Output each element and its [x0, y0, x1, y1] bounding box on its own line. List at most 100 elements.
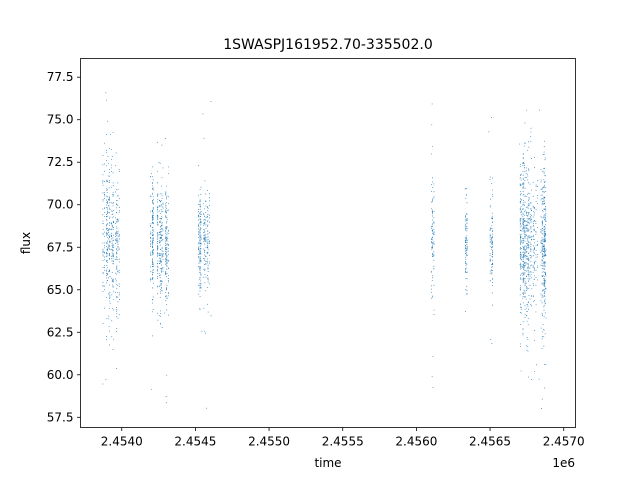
data-point [519, 184, 521, 186]
data-point [156, 182, 158, 184]
outlier-point [544, 387, 546, 389]
data-point [532, 205, 534, 207]
outlier-point [432, 356, 434, 358]
data-point [117, 220, 119, 221]
data-point [199, 257, 201, 258]
data-point [203, 276, 205, 278]
data-point [199, 285, 201, 287]
data-point [491, 248, 493, 250]
data-point [534, 261, 535, 263]
data-point [165, 232, 167, 234]
data-point [207, 219, 209, 221]
data-point [543, 255, 545, 257]
data-point [523, 262, 525, 264]
outlier-point [165, 402, 167, 404]
data-point [525, 248, 527, 250]
data-point [465, 268, 467, 270]
data-point [534, 219, 535, 221]
data-point [160, 290, 162, 292]
data-point [492, 242, 494, 244]
data-point [432, 211, 434, 213]
data-point [520, 192, 522, 194]
data-point [543, 179, 545, 181]
data-point [150, 266, 151, 268]
data-point [542, 190, 543, 192]
data-point [200, 221, 202, 223]
data-point [532, 210, 534, 212]
data-point [541, 229, 543, 231]
data-point [112, 203, 114, 205]
data-point [492, 279, 493, 281]
data-point [544, 167, 545, 169]
data-point [532, 216, 534, 218]
data-point [106, 249, 108, 251]
data-point [160, 253, 162, 255]
outlier-point [110, 133, 111, 135]
data-point [108, 244, 109, 246]
plot-frame [80, 58, 576, 428]
data-point [543, 316, 545, 318]
data-point [161, 256, 163, 258]
data-point [152, 166, 154, 168]
data-point [165, 235, 167, 237]
data-point [528, 222, 530, 224]
data-point [102, 266, 104, 268]
data-point [526, 228, 528, 229]
data-point [102, 233, 104, 235]
data-point [117, 240, 119, 242]
x-tick-label: 2.4550 [248, 435, 290, 449]
data-point [527, 267, 529, 269]
data-point [160, 286, 162, 288]
outlier-point [159, 315, 161, 317]
data-point [112, 261, 114, 263]
data-point [522, 162, 524, 164]
data-point [527, 258, 529, 260]
data-point [522, 212, 524, 214]
data-point [544, 140, 545, 142]
x-tick-label: 2.4540 [101, 435, 143, 449]
data-point [150, 195, 152, 197]
data-point [106, 246, 108, 248]
data-point [524, 230, 526, 232]
data-point [159, 260, 161, 262]
data-point [207, 214, 209, 215]
data-point [166, 252, 167, 254]
data-point [535, 254, 537, 256]
data-point [207, 224, 209, 226]
data-point [165, 286, 167, 288]
data-point [536, 195, 538, 196]
data-point [112, 210, 114, 212]
data-point [166, 226, 168, 228]
data-point [157, 249, 159, 251]
data-point [433, 221, 435, 223]
data-point [433, 232, 435, 234]
data-point [542, 246, 544, 247]
data-point [161, 200, 162, 202]
data-point [205, 240, 207, 242]
data-point [118, 248, 120, 250]
data-point [524, 305, 526, 307]
data-point [433, 265, 435, 267]
data-point [530, 243, 532, 245]
outlier-point [431, 103, 433, 105]
data-point [541, 297, 543, 299]
data-point [199, 269, 201, 270]
data-point [535, 209, 537, 211]
data-point [520, 242, 522, 244]
data-point [104, 207, 105, 209]
data-point [526, 207, 528, 209]
data-point [111, 240, 113, 242]
data-point [543, 202, 545, 204]
data-point [543, 240, 545, 242]
data-point [166, 263, 168, 265]
data-point [545, 220, 547, 222]
data-point [207, 230, 209, 232]
data-point [522, 258, 524, 260]
data-point [524, 122, 526, 124]
data-point [160, 211, 162, 213]
outlier-point [539, 109, 540, 111]
data-point [109, 245, 110, 247]
data-point [118, 269, 120, 271]
data-point [167, 229, 169, 231]
data-point [199, 222, 201, 224]
